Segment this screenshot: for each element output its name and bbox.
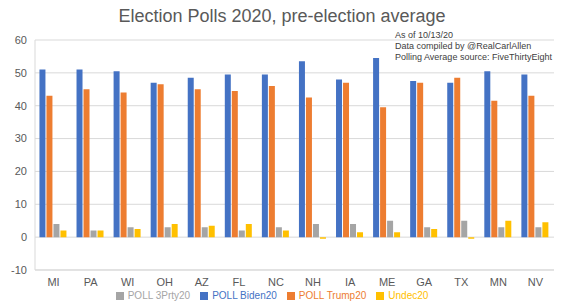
- svg-text:ME: ME: [379, 276, 396, 288]
- svg-text:IA: IA: [345, 276, 356, 288]
- svg-text:NV: NV: [528, 276, 544, 288]
- svg-text:PA: PA: [84, 276, 99, 288]
- html-text:POLL Trump20: POLL Trump20: [298, 290, 367, 301]
- html-text:As of 10/13/20: As of 10/13/20: [395, 30, 453, 40]
- html-text:Undec20: Undec20: [388, 290, 429, 301]
- svg-text:GA: GA: [416, 276, 433, 288]
- svg-text:NH: NH: [305, 276, 321, 288]
- svg-text:TX: TX: [454, 276, 469, 288]
- svg-text:0: 0: [21, 231, 27, 243]
- html-text:POLL Biden20: POLL Biden20: [212, 290, 277, 301]
- html-text:Election Polls 2020, pre-elect: Election Polls 2020, pre-election averag…: [118, 6, 446, 26]
- html-text:POLL 3Prty20: POLL 3Prty20: [127, 290, 191, 301]
- svg-text:WI: WI: [121, 276, 134, 288]
- svg-text:40: 40: [15, 100, 27, 112]
- svg-text:10: 10: [15, 198, 27, 210]
- svg-text:50: 50: [15, 67, 27, 79]
- svg-text:30: 30: [15, 132, 27, 144]
- html-text:Polling Average source: FiveTh: Polling Average source: FiveThirtyEight: [395, 52, 552, 62]
- svg-text:-10: -10: [11, 264, 27, 276]
- svg-text:60: 60: [15, 34, 27, 46]
- svg-text:AZ: AZ: [195, 276, 209, 288]
- svg-text:FL: FL: [232, 276, 245, 288]
- svg-text:MN: MN: [490, 276, 507, 288]
- svg-text:OH: OH: [157, 276, 174, 288]
- svg-text:NC: NC: [268, 276, 284, 288]
- svg-text:MI: MI: [47, 276, 59, 288]
- html-text:Data compiled by @RealCarlAlle: Data compiled by @RealCarlAllen: [395, 41, 532, 51]
- svg-text:20: 20: [15, 165, 27, 177]
